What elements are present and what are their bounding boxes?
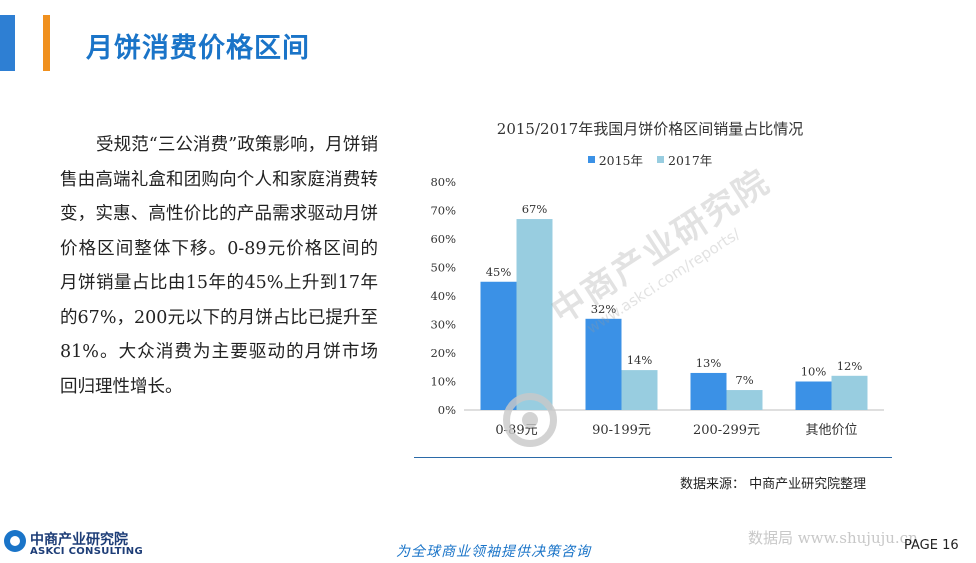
chart-legend: 2015年 2017年	[412, 150, 888, 169]
data-label: 12%	[837, 359, 863, 373]
y-tick-label: 20%	[430, 346, 456, 360]
page-title: 月饼消费价格区间	[86, 33, 310, 64]
y-tick-label: 70%	[430, 204, 456, 218]
y-tick-label: 60%	[430, 232, 456, 246]
bar-2017年-200-299元	[726, 390, 763, 410]
bar-2015年-200-299元	[690, 372, 727, 410]
bar-2015年-其他价位	[795, 381, 832, 410]
watermark-logo-icon	[503, 393, 557, 447]
data-label: 10%	[801, 365, 827, 379]
data-label: 32%	[591, 302, 617, 316]
legend-item-2015: 2015年	[587, 150, 643, 169]
data-label: 14%	[627, 353, 653, 367]
y-tick-label: 40%	[430, 289, 456, 303]
legend-item-2017: 2017年	[657, 150, 712, 169]
legend-swatch-2017	[657, 156, 664, 163]
chart-title: 2015/2017年我国月饼价格区间销量占比情况	[496, 120, 804, 138]
bar-2017年-90-199元	[621, 370, 658, 410]
logo-text-en: ASKCI CONSULTING	[30, 546, 143, 557]
data-source: 数据来源： 中商产业研究院整理	[680, 477, 867, 492]
legend-label-2017: 2017年	[668, 153, 713, 168]
header-accent-bar-orange	[43, 15, 50, 71]
bar-2015年-0-89元	[480, 281, 517, 410]
x-tick-label: 90-199元	[592, 423, 651, 438]
y-tick-label: 50%	[430, 261, 456, 275]
bar-2015年-90-199元	[585, 318, 622, 410]
data-label: 13%	[696, 356, 722, 370]
y-tick-label: 80%	[430, 175, 456, 189]
data-label: 45%	[486, 265, 512, 279]
data-label: 7%	[735, 373, 753, 387]
legend-swatch-2015	[587, 156, 595, 163]
legend-label-2015: 2015年	[598, 153, 643, 168]
bar-2017年-其他价位	[831, 375, 868, 410]
y-tick-label: 30%	[430, 318, 456, 332]
footer-site-watermark: 数据局 www.shujuju.cn	[748, 529, 918, 547]
y-tick-label: 0%	[438, 403, 456, 417]
footer-slogan: 为全球商业领袖提供决策咨询	[396, 544, 591, 560]
x-tick-label: 其他价位	[805, 423, 857, 438]
bar-chart: 0%10%20%30%40%50%60%70%80%45%67%0-89元32%…	[430, 175, 884, 438]
askci-logo-icon	[4, 530, 26, 552]
page-number: PAGE 16	[904, 538, 959, 553]
y-tick-label: 10%	[430, 375, 456, 389]
x-tick-label: 200-299元	[693, 423, 760, 438]
description-paragraph: 受规范“三公消费”政策影响，月饼销售由高端礼盒和团购向个人和家庭消费转变，实惠、…	[60, 135, 378, 397]
chart-divider	[414, 457, 892, 458]
logo-text-cn: 中商产业研究院	[30, 532, 128, 548]
bar-2017年-0-89元	[516, 219, 553, 410]
header-accent-bar-blue	[0, 15, 15, 71]
data-label: 67%	[522, 202, 548, 216]
